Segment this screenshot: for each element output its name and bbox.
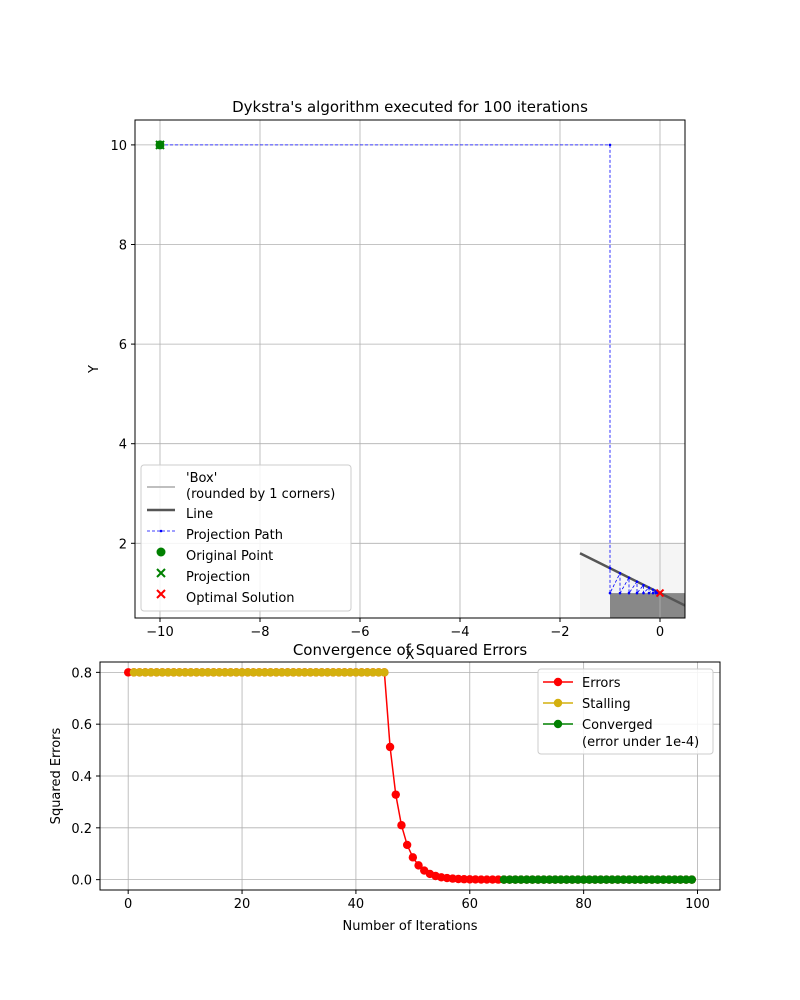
projection-path-point-17 xyxy=(654,591,658,595)
plot2-legend: Errors Stalling Converged (error under 1e-4… xyxy=(537,668,714,755)
series-2-point-99 xyxy=(687,875,697,884)
projection-path-point-3 xyxy=(608,591,612,595)
plot2-title: Convergence of Squared Errors xyxy=(293,641,528,659)
plot1-title: Dykstra's algorithm executed for 100 ite… xyxy=(232,98,588,116)
plot-dykstra: −10 −8 −6 −4 −2 0 2 4 6 8 10 Dykstra's algorithm ex… xyxy=(87,98,686,663)
plot1-legend-label-4: Projection xyxy=(186,570,250,585)
plot2-xlabel: Number of Iterations xyxy=(343,919,478,934)
series-0-point-49 xyxy=(402,840,412,850)
plot1-legend-box xyxy=(140,464,352,612)
series-0-point-47 xyxy=(391,790,400,799)
plot-convergence: 0 20 40 60 80 100 0.0 0.2 0.4 0.6 0.8 Convergence o… xyxy=(49,641,721,934)
plot2-xtick-label-5: 100 xyxy=(685,897,710,912)
plot1-xtick-label-5: 0 xyxy=(656,625,664,640)
plot1-legend-swatch-5 xyxy=(156,589,166,599)
plot2-legend-swatch-1 xyxy=(553,698,563,708)
plot2-legend-box xyxy=(537,668,714,755)
plot1-ytick-label-2: 6 xyxy=(119,338,127,353)
projection-path-point-6 xyxy=(627,576,631,579)
plot2-xtick-label-0: 0 xyxy=(124,897,132,912)
plot2-ytick-label-1: 0.2 xyxy=(71,822,92,837)
plot1-xtick-label-0: −10 xyxy=(146,625,173,640)
plot1-ytick-label-1: 4 xyxy=(119,438,127,453)
plot1-ytick-label-0: 2 xyxy=(119,537,127,552)
plot1-ylabel: Y xyxy=(87,365,102,374)
constraint-line xyxy=(579,552,685,607)
projection-path-point-10 xyxy=(642,583,645,587)
plot1-legend-label-0: 'Box' (rounded by 1 corners) xyxy=(186,471,335,502)
plot1-legend: 'Box' (rounded by 1 corners) Line Projectio… xyxy=(140,464,352,612)
plot1-xlabel: X xyxy=(406,648,415,663)
projection-path-point-12 xyxy=(647,586,651,589)
plot1-xtick-label-2: −6 xyxy=(350,625,369,640)
series-0-point-48 xyxy=(397,821,406,830)
plot2-ytick-label-2: 0.4 xyxy=(71,770,92,785)
projection-marker-stroke-b xyxy=(155,140,165,150)
optimal-solution-marker-stroke-b xyxy=(655,588,665,598)
plot1-xtick-label-1: −8 xyxy=(250,625,269,640)
plot1-legend-label-1: Line xyxy=(186,507,213,522)
plot1-legend-swatch-3 xyxy=(156,547,166,557)
plot2-xtick-label-2: 40 xyxy=(348,897,365,912)
plot2-xtick-label-1: 20 xyxy=(234,897,251,912)
plot2-legend-swatch-2 xyxy=(553,719,563,729)
plot1-xtick-label-3: −4 xyxy=(450,625,469,640)
plot2-legend-label-0: Errors xyxy=(582,676,621,691)
plot1-legend-swatch-dot-2 xyxy=(159,529,163,533)
projection-path-point-14 xyxy=(651,588,655,591)
projection-path-point-1 xyxy=(608,143,612,147)
plot2-ytick-label-3: 0.6 xyxy=(71,718,92,733)
projection-path-point-2 xyxy=(608,566,612,570)
projection-path-point-8 xyxy=(635,580,639,583)
projection-path-point-4 xyxy=(618,571,622,575)
plot1-ytick-label-4: 10 xyxy=(110,139,127,154)
plot1-legend-label-5: Optimal Solution xyxy=(186,591,295,606)
series-0-point-46 xyxy=(385,742,395,752)
plot1-legend-swatch-4 xyxy=(156,568,166,578)
plot2-xtick-label-3: 60 xyxy=(462,897,479,912)
plot2-legend-label-2: Converged (error under 1e-4) xyxy=(582,718,699,750)
projection-path-point-11 xyxy=(642,591,645,595)
plot2-legend-swatch-0 xyxy=(553,677,563,687)
projection-path-point-9 xyxy=(635,591,639,595)
projection-path-point-13 xyxy=(647,591,651,595)
series-0-point-50 xyxy=(408,853,418,862)
projection-path-point-7 xyxy=(627,591,631,595)
plot1-legend-swatch-4-stroke-b xyxy=(156,568,166,578)
optimal-solution-marker xyxy=(655,588,665,598)
series-0-point-51 xyxy=(414,861,423,870)
projection-path-point-15 xyxy=(651,591,655,595)
plot1-legend-label-2: Projection Path xyxy=(186,528,283,543)
plot1-ytick-label-3: 8 xyxy=(119,239,127,254)
plot2-xtick-label-4: 80 xyxy=(575,897,592,912)
plot2-ytick-label-0: 0.0 xyxy=(71,874,92,889)
projection-path-point-5 xyxy=(618,591,622,595)
series-1-point-45 xyxy=(380,668,389,677)
plot1-legend-swatch-5-stroke-b xyxy=(156,589,166,599)
plot1-xtick-label-4: −2 xyxy=(550,625,569,640)
projection-marker xyxy=(155,140,165,150)
plot1-frame xyxy=(134,119,686,619)
plot1-area xyxy=(135,120,685,618)
plot2-legend-label-1: Stalling xyxy=(582,697,631,712)
plot2-ytick-label-4: 0.8 xyxy=(71,666,92,681)
plot1-legend-label-3: Original Point xyxy=(186,549,273,564)
plot2-ylabel: Squared Errors xyxy=(49,727,64,824)
shaded-constraint-region xyxy=(610,593,685,618)
